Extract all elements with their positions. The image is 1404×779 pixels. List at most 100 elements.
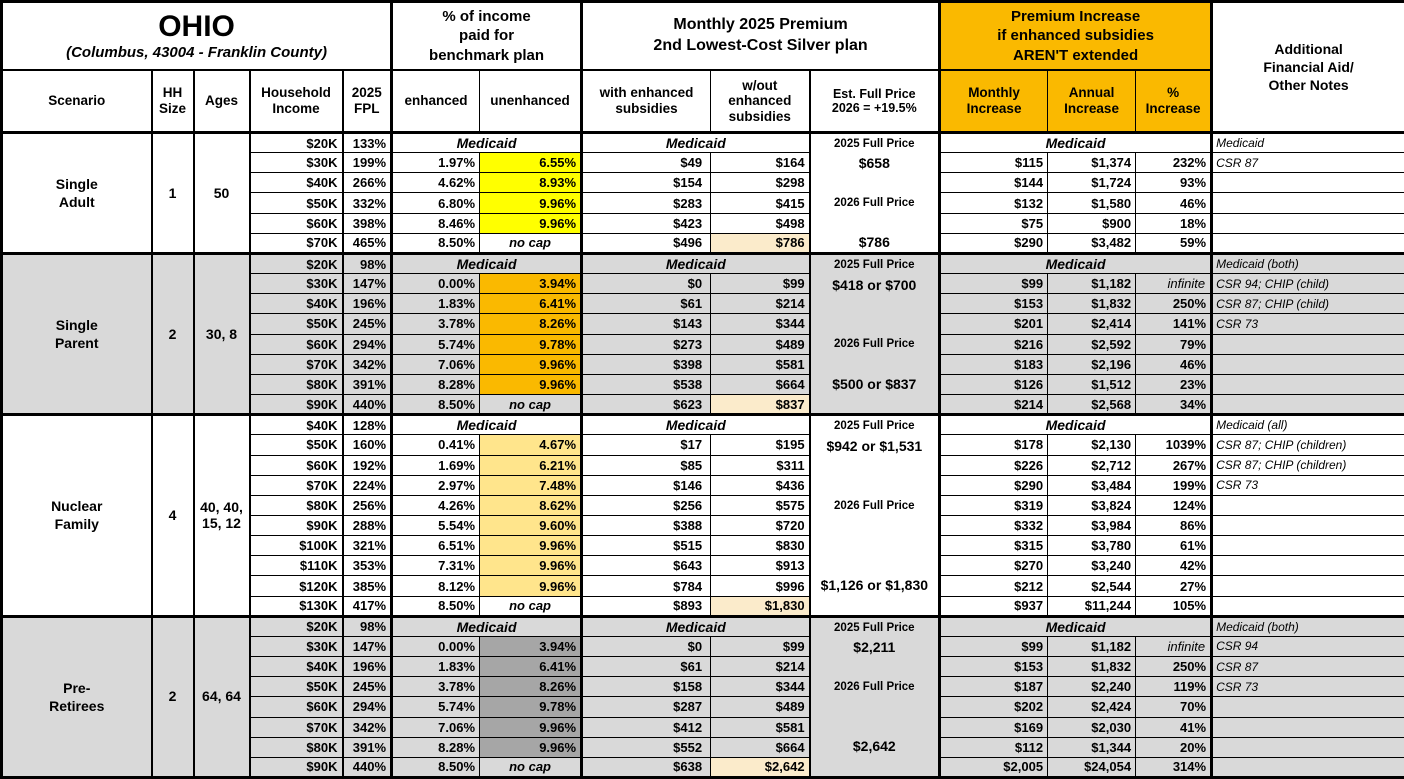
pct-increase-cell: 46% — [1135, 353, 1213, 375]
table-row: Single Adult 1 50 $20K 133% Medicaid Medicaid 2… — [1, 130, 1404, 254]
fpl-cell: 332% — [341, 192, 393, 214]
table-row: $90K 440% 8.50% no cap $638 $2,642 $2,005 $24,0… — [1, 756, 1404, 779]
fpl-cell: 266% — [341, 172, 393, 194]
table-row: Pre- Retirees 2 64, 64 $20K 98% Medicaid Medic… — [1, 614, 1404, 779]
with-subsidies-cell: $49 — [580, 152, 712, 174]
unenhanced-pct-cell: no cap — [479, 756, 583, 779]
with-subsidies-cell: $146 — [580, 474, 712, 496]
table-row: $80K 391% 8.28% 9.96% $538 $664 $126 $1,512 23% — [1, 373, 1404, 396]
unenhanced-pct-cell: 6.41% — [479, 293, 583, 315]
unenhanced-pct-cell: 6.21% — [479, 454, 583, 476]
est-full-price-cell: 2025 Full Price $418 or $700 2026 Full Pri… — [808, 251, 941, 416]
with-subsidies-cell: $623 — [580, 394, 712, 416]
enhanced-pct-cell: 3.78% — [390, 313, 481, 335]
note-cell — [1210, 716, 1404, 738]
note-cell — [1210, 333, 1404, 355]
without-subsidies-cell: $2,642 — [710, 756, 811, 779]
annual-increase-cell: $2,030 — [1047, 716, 1137, 738]
est-full-price-cell: 2025 Full Price $658 2026 Full Price $786 — [808, 131, 941, 254]
note-cell: CSR 94 — [1210, 635, 1404, 658]
est-price-line: $2,211 — [853, 639, 896, 656]
pct-increase-cell: 59% — [1135, 232, 1213, 254]
fpl-cell: 256% — [341, 494, 393, 516]
monthly-increase-cell: $169 — [938, 716, 1049, 738]
income-cell: $100K — [248, 535, 343, 557]
pct-increase-cell: 141% — [1135, 313, 1213, 335]
without-subsidies-cell: $99 — [710, 635, 811, 658]
pct-increase-cell: 61% — [1135, 535, 1213, 557]
note-cell — [1210, 172, 1404, 194]
fpl-cell: 440% — [341, 756, 393, 779]
annual-increase-cell: $2,712 — [1047, 454, 1137, 476]
monthly-increase-cell: $153 — [938, 293, 1049, 315]
fpl-cell: 294% — [341, 333, 393, 355]
fpl-cell: 353% — [341, 555, 393, 577]
fpl-cell: 98% — [341, 614, 393, 637]
enhanced-pct-cell: 8.28% — [390, 736, 481, 758]
without-subsidies-cell: $489 — [710, 333, 811, 355]
table-row: $70K 342% 7.06% 9.96% $398 $581 $183 $2,196 46% — [1, 353, 1404, 375]
est-price-line: $2,642 — [852, 738, 896, 755]
note-cell — [1210, 494, 1404, 516]
col-without-subsidies: w/out enhanced subsidies — [710, 69, 811, 134]
note-cell: Medicaid — [1210, 130, 1404, 154]
note-cell — [1210, 514, 1404, 537]
enhanced-pct-cell: 0.00% — [390, 635, 481, 658]
est-price-line — [812, 595, 939, 615]
unenhanced-pct-cell: 4.67% — [479, 434, 583, 456]
with-subsidies-cell: $287 — [580, 696, 712, 718]
income-cell: $20K — [248, 614, 343, 637]
fpl-cell: 196% — [341, 293, 393, 315]
without-subsidies-cell: $1,830 — [710, 595, 811, 617]
with-subsidies-cell: $158 — [580, 676, 712, 698]
table-body: Single Adult 1 50 $20K 133% Medicaid Medicaid 2… — [1, 130, 1404, 779]
monthly-increase-cell: $212 — [938, 575, 1049, 597]
unenhanced-pct-cell: 9.96% — [479, 535, 583, 557]
col-ages: Ages — [192, 69, 250, 134]
without-subsidies-cell: $830 — [710, 535, 811, 557]
annual-increase-cell: $1,832 — [1047, 656, 1137, 678]
annual-increase-cell: $2,196 — [1047, 353, 1137, 375]
col-monthly-increase: Monthly Increase — [938, 69, 1049, 134]
with-subsidies-cell: $388 — [580, 514, 712, 537]
income-cell: $40K — [248, 656, 343, 678]
fpl-cell: 133% — [341, 130, 393, 154]
medicaid-pct-cell: Medicaid — [390, 614, 583, 637]
pct-increase-cell: 70% — [1135, 696, 1213, 718]
with-subsidies-cell: $515 — [580, 535, 712, 557]
note-cell — [1210, 394, 1404, 416]
unenhanced-pct-cell: 9.78% — [479, 333, 583, 355]
without-subsidies-cell: $837 — [710, 394, 811, 416]
income-pct-header: % of income paid for benchmark plan — [390, 1, 583, 71]
unenhanced-pct-cell: no cap — [479, 595, 583, 617]
annual-increase-cell: $1,374 — [1047, 152, 1137, 174]
enhanced-pct-cell: 7.06% — [390, 716, 481, 738]
income-cell: $20K — [248, 251, 343, 275]
table-row: $60K 192% 1.69% 6.21% $85 $311 $226 $2,712 267% C… — [1, 454, 1404, 476]
est-price-lines: 2025 Full Price $658 2026 Full Price $786 — [812, 135, 939, 251]
without-subsidies-cell: $664 — [710, 736, 811, 758]
without-subsidies-cell: $581 — [710, 716, 811, 738]
annual-increase-cell: $2,544 — [1047, 575, 1137, 597]
monthly-increase-cell: $2,005 — [938, 756, 1049, 779]
fpl-cell: 199% — [341, 152, 393, 174]
fpl-cell: 192% — [341, 454, 393, 476]
est-price-line — [812, 515, 939, 535]
income-cell: $70K — [248, 232, 343, 254]
note-cell — [1210, 232, 1404, 254]
monthly-increase-cell: $319 — [938, 494, 1049, 516]
ages-value: 64, 64 — [192, 614, 250, 779]
enhanced-pct-cell: 8.50% — [390, 232, 481, 254]
medicaid-premium-cell: Medicaid — [580, 614, 811, 637]
without-subsidies-cell: $99 — [710, 273, 811, 295]
table-row: $40K 196% 1.83% 6.41% $61 $214 $153 $1,832 250% C… — [1, 293, 1404, 315]
annual-increase-cell: $2,592 — [1047, 333, 1137, 355]
without-subsidies-cell: $786 — [710, 232, 811, 254]
table-row: $40K 266% 4.62% 8.93% $154 $298 $144 $1,724 93% — [1, 172, 1404, 194]
est-price-lines: 2025 Full Price $942 or $1,531 2026 Full P… — [812, 418, 939, 615]
enhanced-pct-cell: 3.78% — [390, 676, 481, 698]
hh-size-value: 2 — [150, 614, 194, 779]
est-price-line: $500 or $837 — [832, 375, 917, 392]
with-subsidies-cell: $85 — [580, 454, 712, 476]
with-subsidies-cell: $143 — [580, 313, 712, 335]
